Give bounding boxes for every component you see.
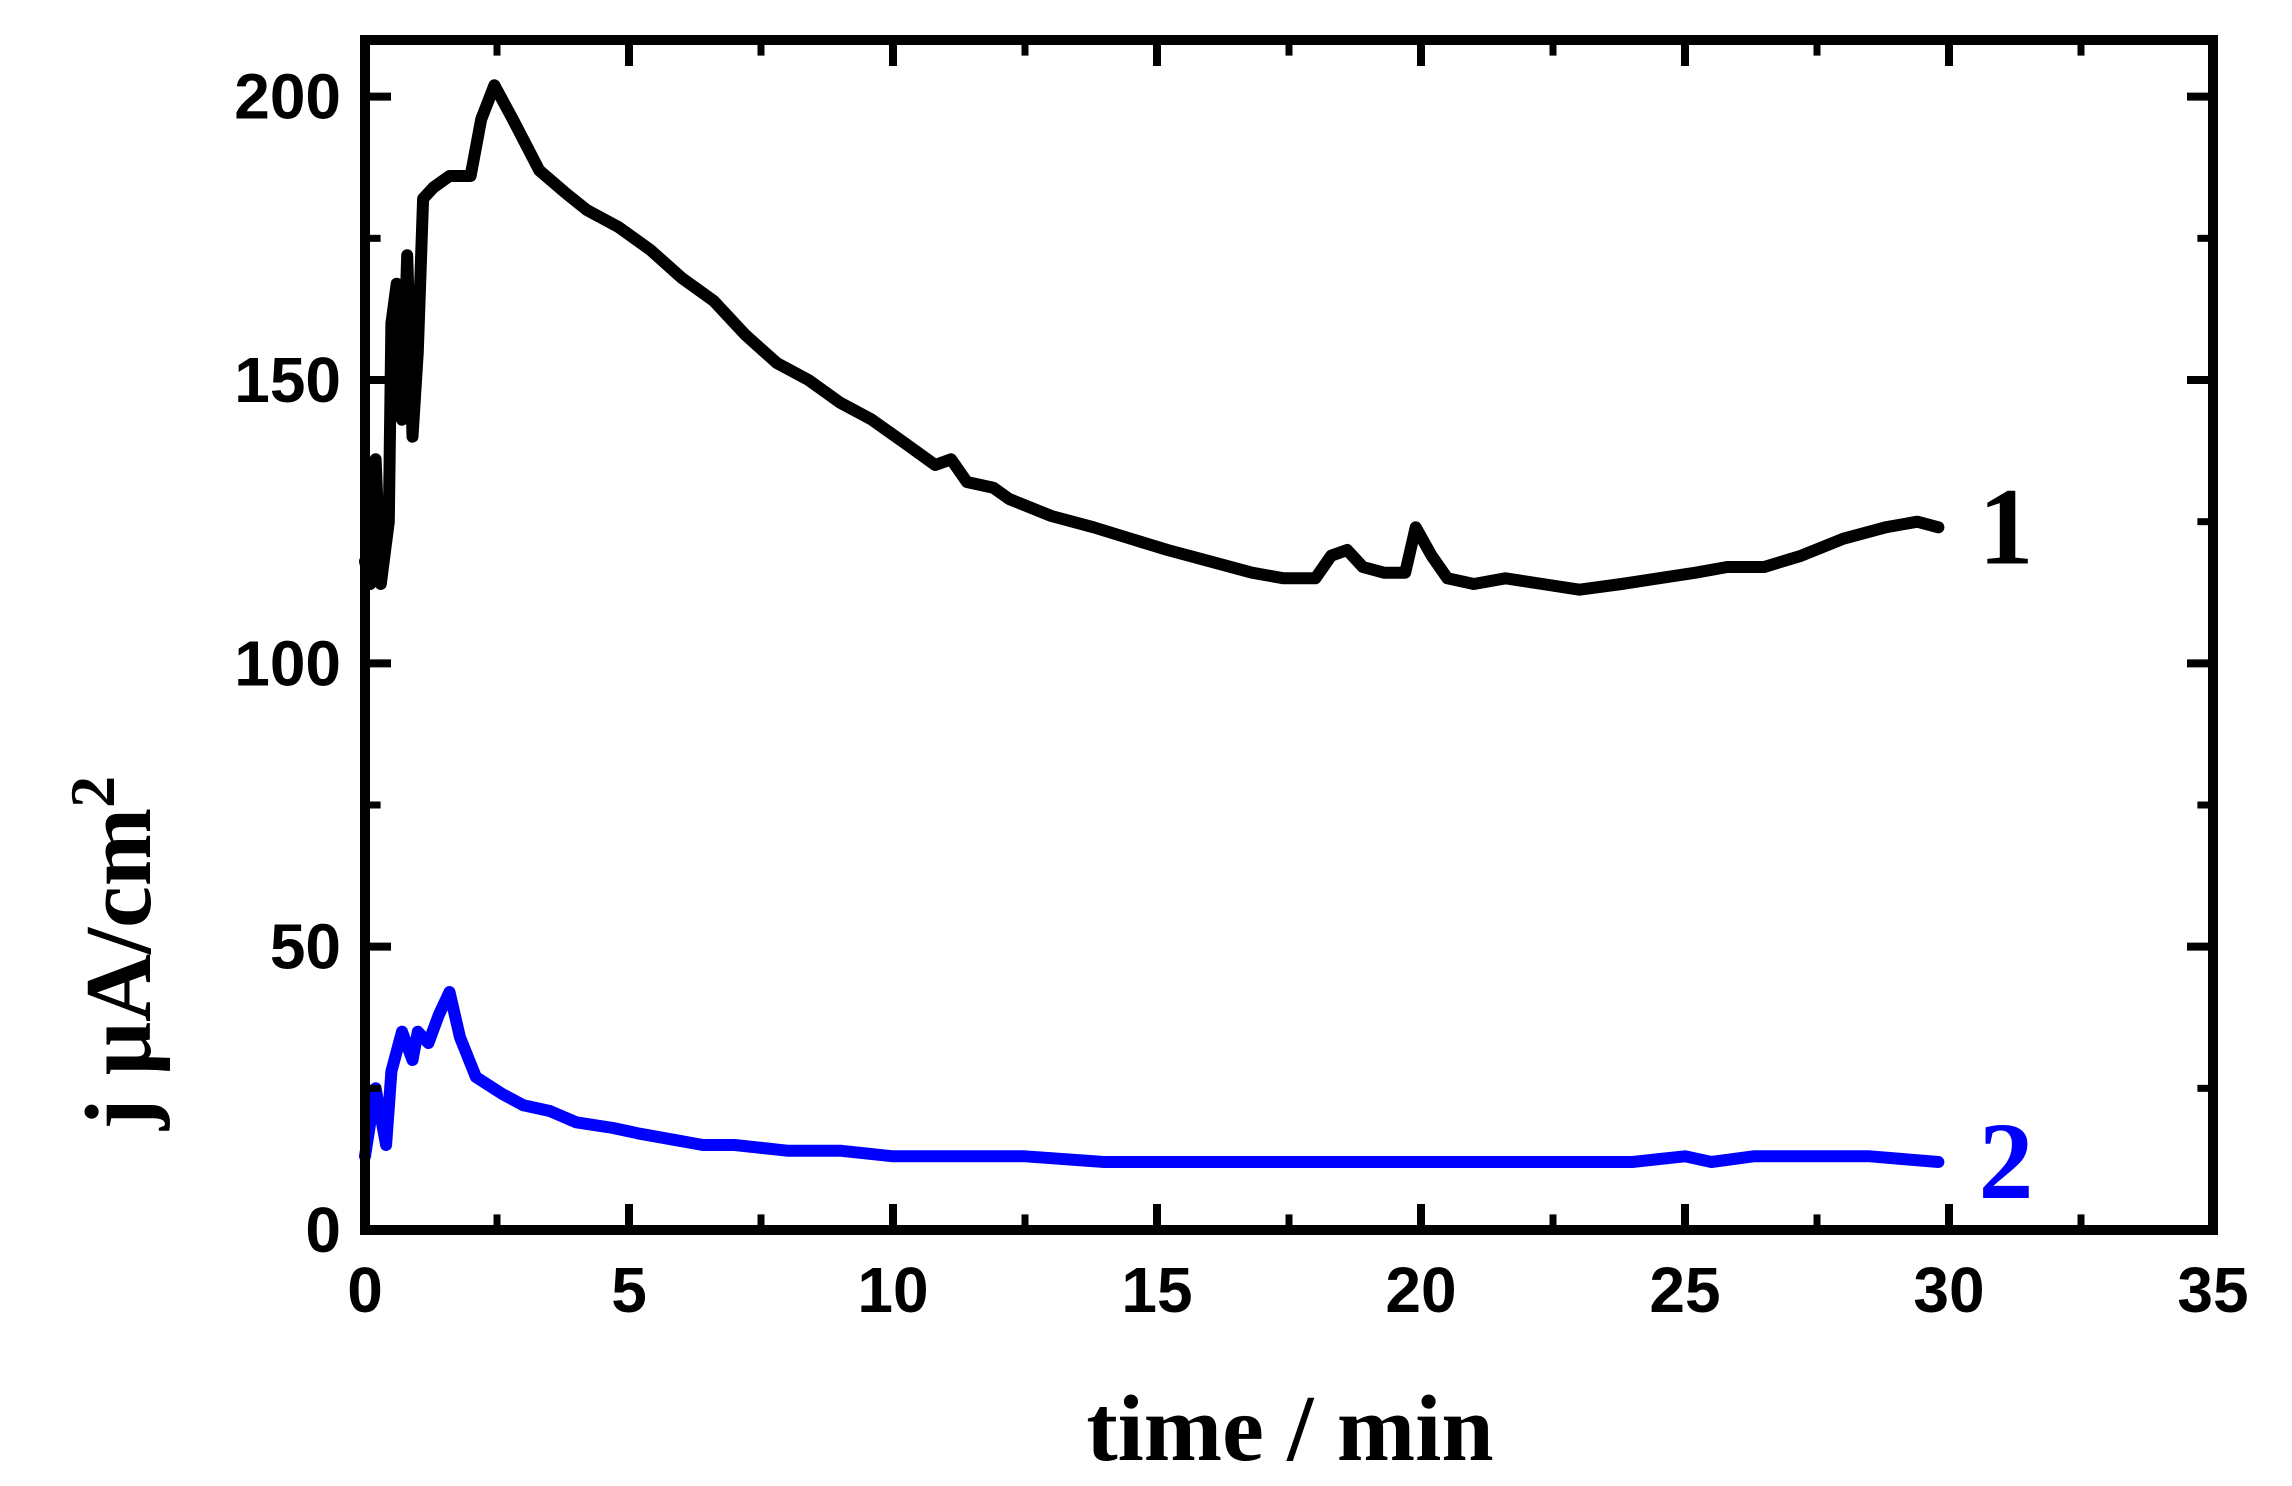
y-axis-title-main: j μA/cm <box>67 808 171 1131</box>
y-tick-label: 50 <box>270 911 341 983</box>
axes: 0 5 10 15 20 25 30 35 0 50 100 150 200 <box>234 35 2249 1326</box>
x-tick-label: 5 <box>611 1254 647 1326</box>
x-tick-label: 0 <box>347 1254 383 1326</box>
x-axis-title: time / min <box>1086 1377 1493 1481</box>
y-tick-label: 100 <box>234 627 341 699</box>
x-tick-label: 35 <box>2177 1254 2248 1326</box>
y-tick-label: 0 <box>305 1194 341 1266</box>
series-2-line <box>359 986 1945 1168</box>
x-tick-label: 10 <box>857 1254 928 1326</box>
y-axis-title: j μA/cm2 <box>57 776 171 1131</box>
y-axis-title-superscript: 2 <box>57 776 128 808</box>
x-tick-label: 15 <box>1121 1254 1192 1326</box>
series-2-label: 2 <box>1978 1100 2033 1222</box>
x-tick-label: 20 <box>1385 1254 1456 1326</box>
x-tick-label: 30 <box>1913 1254 1984 1326</box>
y-tick-label: 150 <box>234 344 341 416</box>
plot-area: 12 <box>359 79 2033 1222</box>
plot-frame <box>360 35 2218 1235</box>
series-1-label: 1 <box>1978 465 2033 587</box>
series-1-line <box>359 79 1945 596</box>
x-tick-label: 25 <box>1649 1254 1720 1326</box>
y-tick-label: 200 <box>234 61 341 133</box>
